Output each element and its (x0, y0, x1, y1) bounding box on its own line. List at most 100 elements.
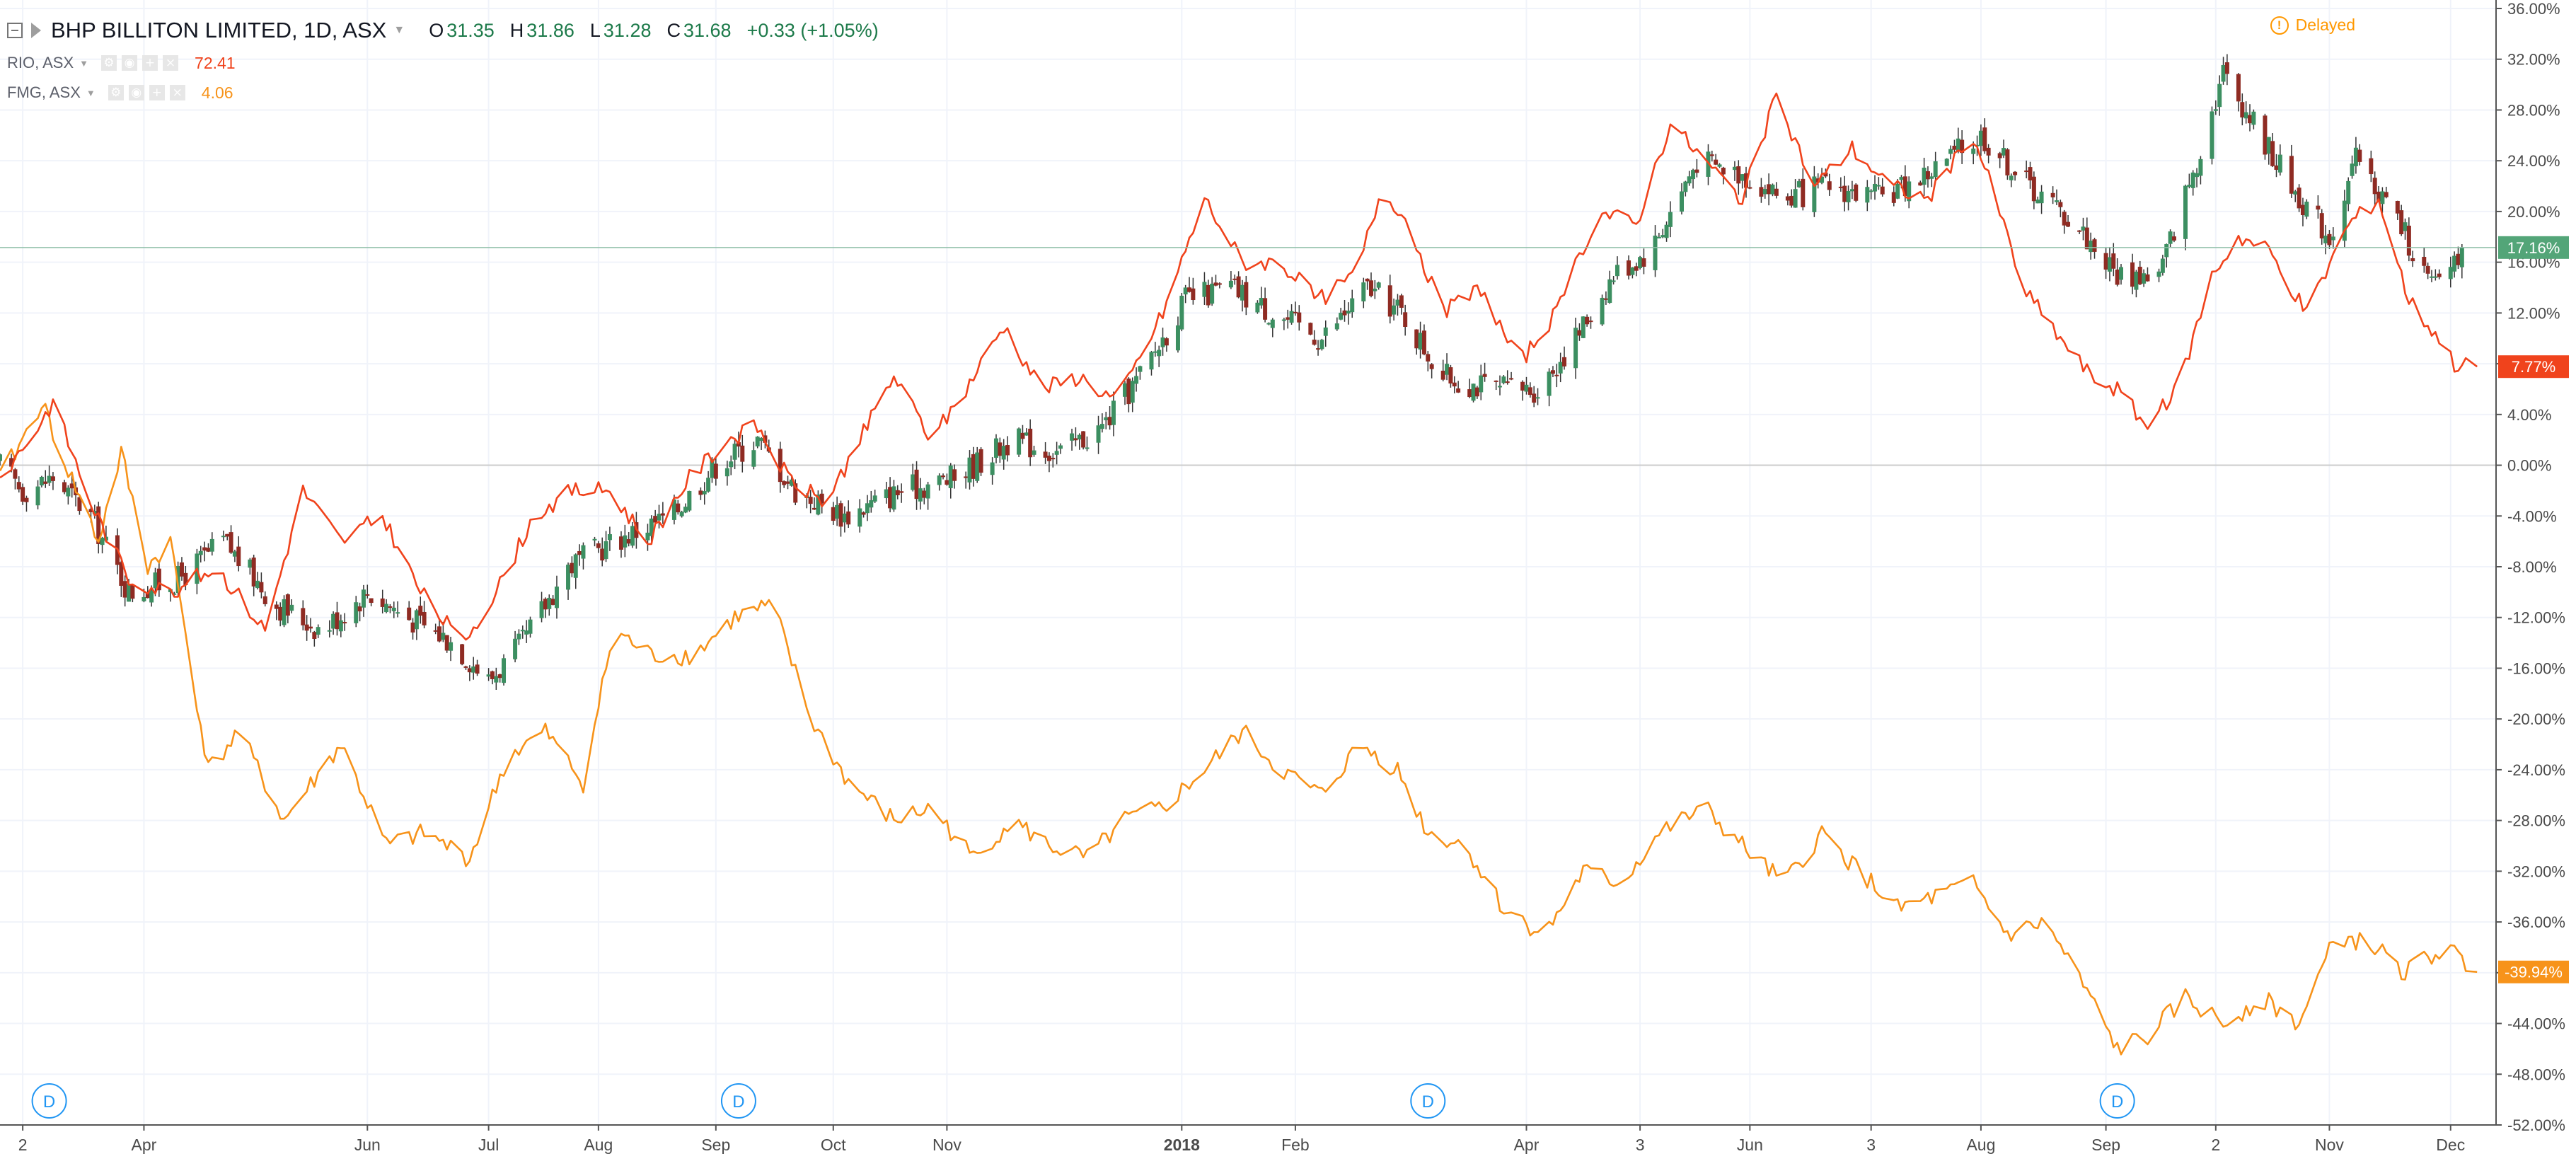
candle-up (1558, 362, 1563, 374)
close-icon[interactable]: × (169, 85, 185, 100)
candle-down (1414, 329, 1419, 349)
candle-down (24, 497, 29, 502)
series-line-rio (0, 92, 2478, 641)
candle-down (2092, 239, 2097, 252)
collapse-icon[interactable] (7, 23, 23, 38)
candle-down (1982, 127, 1987, 151)
candle-down (2300, 204, 2305, 216)
candle-up (702, 491, 707, 495)
candle-up (1873, 183, 1878, 192)
eye-icon[interactable]: ◉ (122, 55, 138, 71)
candle-down (2103, 253, 2108, 270)
candle-up (2164, 244, 2169, 258)
candle-down (2274, 165, 2279, 170)
candle-up (1104, 417, 1109, 420)
eye-icon[interactable]: ◉ (128, 85, 144, 100)
candle-down (2456, 253, 2461, 265)
candle-down (388, 606, 393, 608)
candle-down (2422, 257, 2427, 266)
flag-icon[interactable] (31, 23, 41, 38)
candle-down (1297, 312, 1302, 323)
candle-up (645, 532, 650, 541)
fmg-series-title[interactable]: FMG, ASX (7, 83, 81, 101)
candle-up (2217, 83, 2222, 108)
candle-up (149, 590, 154, 603)
candle-down (577, 550, 582, 555)
candle-down (895, 490, 900, 495)
candle-down (2171, 236, 2176, 241)
candle-up (502, 658, 507, 683)
candle-down (433, 630, 438, 632)
dividend-marker-icon (1410, 1083, 1446, 1119)
plus-icon[interactable]: + (149, 85, 165, 100)
candle-down (998, 442, 1003, 456)
candle-up (2039, 191, 2044, 204)
candle-down (2028, 167, 2033, 180)
candle-down (945, 480, 949, 485)
candle-down (2236, 74, 2241, 102)
candle-up (539, 601, 544, 618)
chevron-down-icon[interactable]: ▼ (393, 24, 405, 36)
candle-down (1801, 178, 1806, 207)
candle-down (1342, 310, 1347, 316)
candle-up (1471, 383, 1476, 401)
main-series-title[interactable]: BHP BILLITON LIMITED, 1D, ASX (51, 18, 387, 42)
candle-down (1842, 185, 1847, 202)
candle-up (623, 535, 628, 548)
candle-down (1456, 388, 1461, 393)
candle-down (793, 483, 798, 503)
candle-up (857, 508, 862, 527)
chevron-down-icon[interactable]: ▼ (79, 57, 89, 69)
candle-up (2380, 191, 2385, 204)
candle-up (1547, 371, 1552, 396)
y-tick-label: 4.00% (2507, 406, 2551, 424)
x-tick-label: Sep (2091, 1136, 2120, 1154)
fmg-value: 4.06 (201, 83, 233, 102)
y-tick-label: -16.00% (2507, 659, 2565, 677)
candle-up (2134, 271, 2139, 290)
candle-up (513, 638, 518, 659)
candle-down (278, 606, 283, 621)
chart-legend: BHP BILLITON LIMITED, 1D, ASX ▼ O 31.35 … (7, 13, 879, 108)
candle-up (1849, 189, 1854, 192)
candle-down (1838, 186, 1843, 188)
candle-down (922, 490, 927, 498)
candle-up (1266, 323, 1271, 325)
gear-icon[interactable]: ⚙ (108, 85, 124, 100)
candle-down (274, 604, 279, 609)
candle-up (1607, 279, 1612, 304)
close-icon[interactable]: × (163, 55, 179, 71)
candle-down (1562, 357, 1567, 366)
x-tick-label: Feb (1281, 1136, 1310, 1154)
candle-down (304, 624, 309, 631)
candle-up (1717, 164, 1722, 167)
candle-up (338, 620, 343, 632)
candle-down (2115, 269, 2120, 285)
candle-down (2050, 192, 2055, 197)
plus-icon[interactable]: + (142, 55, 158, 71)
candle-down (1217, 283, 1222, 285)
candle-down (736, 441, 741, 447)
delayed-status[interactable]: ! Delayed (2270, 16, 2355, 35)
candle-up (2089, 241, 2093, 253)
candle-up (2118, 267, 2123, 280)
y-tick-label: 20.00% (2507, 203, 2560, 221)
candle-down (1365, 278, 1370, 282)
candle-down (1440, 370, 1445, 380)
candle-down (1081, 431, 1086, 448)
low-label: L (589, 19, 601, 41)
gear-icon[interactable]: ⚙ (101, 55, 117, 71)
rio-series-title[interactable]: RIO, ASX (7, 54, 74, 71)
candle-up (327, 630, 332, 632)
candle-up (282, 599, 287, 625)
candle-down (1823, 172, 1828, 177)
candle-up (842, 513, 847, 523)
x-tick-label: Apr (1514, 1136, 1540, 1154)
candle-down (251, 558, 256, 587)
candle-down (13, 469, 18, 479)
candle-down (380, 598, 385, 607)
candle-down (2013, 171, 2018, 175)
chevron-down-icon[interactable]: ▼ (86, 87, 96, 98)
candle-down (1918, 182, 1923, 186)
